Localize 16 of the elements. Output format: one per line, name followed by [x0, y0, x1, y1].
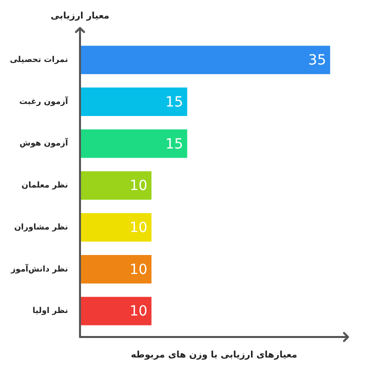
y-tick-label: نمرات تحصیلی — [10, 55, 68, 64]
y-tick-label: نظر اولیا — [32, 306, 68, 316]
data-label: 35 — [308, 52, 326, 69]
y-axis-title: معیار ارزیابی — [50, 11, 110, 22]
data-label: 15 — [165, 94, 184, 110]
data-label: 10 — [130, 220, 148, 236]
y-tick-label: آزمون هوش — [19, 138, 68, 148]
y-tick-label: نظر مشاوران — [14, 222, 68, 232]
x-axis-title: معیارهای ارزیابی با وزن های مربوطه — [130, 350, 298, 360]
data-label: 15 — [165, 136, 184, 152]
data-label: 10 — [130, 178, 148, 194]
y-tick-label: نظر معلمان — [22, 180, 68, 190]
data-label: 10 — [130, 262, 148, 278]
data-label: 10 — [130, 304, 148, 320]
y-tick-label: آزمون رغبت — [19, 96, 68, 106]
y-tick-label: نظر دانش‌آموز — [10, 263, 68, 274]
